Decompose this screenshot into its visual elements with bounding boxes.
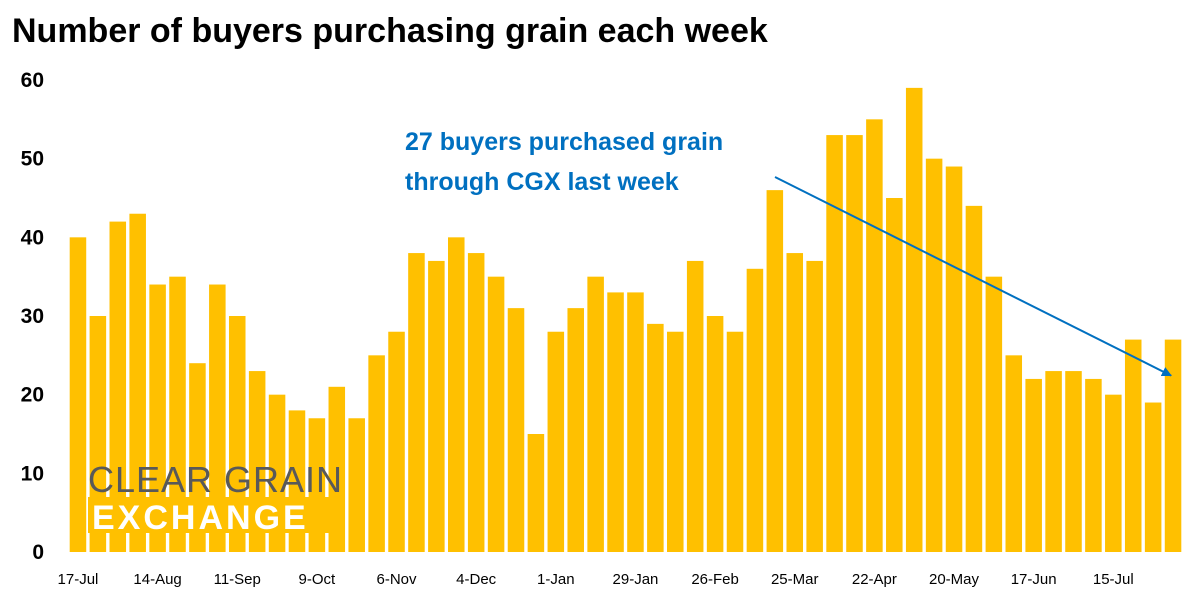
y-tick-label: 50: [21, 148, 44, 171]
bar: [1005, 355, 1023, 552]
bar: [587, 276, 604, 552]
x-tick-label: 1-Jan: [537, 571, 575, 588]
bar: [1025, 378, 1042, 552]
bar: [1124, 339, 1142, 552]
annotation-arrow: [774, 176, 1172, 377]
x-tick-label: 25-Mar: [771, 571, 819, 588]
x-tick-label: 15-Jul: [1093, 571, 1134, 588]
annotation-line2: through CGX last week: [405, 168, 679, 196]
bar: [89, 316, 107, 552]
bar: [746, 268, 764, 552]
bar: [686, 260, 704, 552]
bar: [428, 260, 445, 552]
x-tick-label: 14-Aug: [133, 571, 181, 588]
bar: [348, 418, 365, 552]
bar: [408, 253, 425, 552]
bar: [209, 284, 226, 552]
bar: [905, 87, 923, 553]
logo-band: [88, 497, 342, 533]
bar: [667, 331, 684, 552]
bar: [647, 323, 664, 552]
bar: [149, 284, 166, 552]
bar: [607, 292, 624, 552]
y-tick-label: 30: [21, 305, 44, 328]
bar: [866, 119, 883, 552]
bar: [1105, 394, 1122, 552]
logo-line2: EXCHANGE: [92, 499, 309, 537]
y-tick-label: 40: [21, 226, 44, 249]
clear-grain-exchange-logo: CLEAR GRAIN EXCHANGE: [88, 459, 343, 537]
bar: [228, 316, 246, 552]
bar: [527, 434, 545, 552]
bar: [547, 331, 565, 552]
bar: [826, 135, 843, 552]
bar: [627, 292, 644, 552]
bar: [567, 308, 584, 552]
x-tick-label: 17-Jun: [1011, 571, 1057, 588]
bar: [448, 237, 465, 552]
bar: [706, 316, 724, 552]
bar: [1144, 402, 1162, 552]
annotation: 27 buyers purchased grain through CGX la…: [405, 128, 1172, 377]
y-tick-label: 60: [21, 69, 44, 92]
chart-title: Number of buyers purchasing grain each w…: [12, 12, 768, 50]
bar: [1045, 371, 1062, 552]
bar: [129, 213, 146, 553]
y-axis: 0 10 20 30 40 50 60: [21, 69, 44, 564]
x-tick-label: 6-Nov: [377, 571, 418, 588]
bar: [985, 276, 1003, 552]
x-tick-label: 17-Jul: [58, 571, 99, 588]
bar: [487, 276, 505, 552]
bar: [726, 331, 744, 552]
bar: [925, 158, 943, 553]
x-tick-label: 4-Dec: [456, 571, 497, 588]
x-tick-label: 26-Feb: [691, 571, 739, 588]
bar: [945, 166, 963, 552]
logo-line1: CLEAR GRAIN: [88, 459, 343, 500]
bar: [368, 355, 385, 552]
bar: [69, 237, 87, 552]
bar: [766, 190, 784, 552]
x-tick-label: 20-May: [929, 571, 980, 588]
bar: [1065, 371, 1082, 552]
bar: [846, 135, 863, 552]
bar: [886, 198, 903, 552]
x-tick-label: 22-Apr: [852, 571, 897, 588]
y-tick-label: 0: [32, 541, 44, 564]
y-tick-label: 20: [21, 384, 44, 407]
x-tick-label: 9-Oct: [299, 571, 337, 588]
bar: [1085, 378, 1102, 552]
annotation-line1: 27 buyers purchased grain: [405, 128, 723, 156]
x-axis: 17-Jul 14-Aug 11-Sep 9-Oct 6-Nov 4-Dec 1-Jan 29…: [58, 571, 1134, 588]
bar: [965, 205, 983, 552]
x-tick-label: 11-Sep: [214, 571, 261, 588]
bar: [467, 253, 485, 552]
bar: [169, 276, 186, 552]
bar: [1164, 339, 1182, 552]
x-tick-label: 29-Jan: [613, 571, 659, 588]
bar: [786, 253, 804, 552]
bar: [388, 331, 405, 552]
bar: [806, 260, 823, 552]
bar: [507, 308, 525, 552]
y-tick-label: 10: [21, 462, 44, 485]
bar: [109, 221, 127, 552]
